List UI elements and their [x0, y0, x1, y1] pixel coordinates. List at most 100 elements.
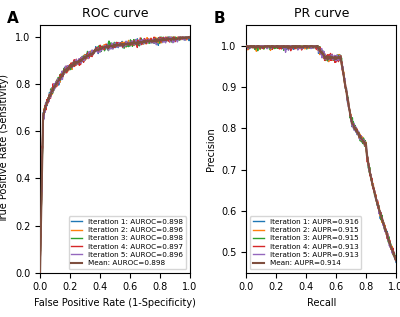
- Iteration 3: AUPR=0.915: (0.312, 1): AUPR=0.915: (0.312, 1): [291, 44, 296, 48]
- Iteration 5: AUROC=0.896: (0.951, 0.99): AUROC=0.896: (0.951, 0.99): [180, 38, 185, 42]
- Line: Iteration 2: AUPR=0.915: Iteration 2: AUPR=0.915: [246, 46, 396, 260]
- Mean: AUPR=0.914: (0.82, 0.706): AUPR=0.914: (0.82, 0.706): [367, 165, 372, 169]
- Mean: AUPR=0.914: (0, 1): AUPR=0.914: (0, 1): [244, 44, 249, 48]
- Iteration 2: AUPR=0.915: (0, 1): AUPR=0.915: (0, 1): [244, 44, 249, 48]
- Iteration 4: AUPR=0.913: (1, 0.482): AUPR=0.913: (1, 0.482): [394, 257, 398, 261]
- Iteration 2: AUPR=0.915: (0.36, 1): AUPR=0.915: (0.36, 1): [298, 44, 303, 48]
- Mean: AUROC=0.898: (1, 1): AUROC=0.898: (1, 1): [187, 35, 192, 39]
- Line: Iteration 5: AUROC=0.896: Iteration 5: AUROC=0.896: [40, 37, 190, 273]
- Iteration 5: AUROC=0.896: (0.628, 0.972): AUROC=0.896: (0.628, 0.972): [132, 42, 136, 46]
- Mean: AUROC=0.898: (0.976, 0.998): AUROC=0.898: (0.976, 0.998): [184, 36, 188, 40]
- Text: A: A: [7, 10, 19, 26]
- Iteration 2: AUPR=0.915: (0.744, 0.786): AUPR=0.915: (0.744, 0.786): [355, 132, 360, 136]
- Legend: Iteration 1: AUPR=0.916, Iteration 2: AUPR=0.915, Iteration 3: AUPR=0.915, Itera: Iteration 1: AUPR=0.916, Iteration 2: AU…: [250, 216, 361, 269]
- Iteration 3: AUROC=0.898: (0.477, 0.961): AUROC=0.898: (0.477, 0.961): [109, 44, 114, 48]
- Iteration 4: AUROC=0.897: (0, 0): AUROC=0.897: (0, 0): [38, 271, 42, 275]
- Iteration 5: AUPR=0.913: (1, 0.483): AUPR=0.913: (1, 0.483): [394, 257, 398, 261]
- Iteration 3: AUPR=0.915: (0.0442, 1): AUPR=0.915: (0.0442, 1): [251, 44, 256, 48]
- Iteration 4: AUROC=0.897: (0.628, 0.984): AUROC=0.897: (0.628, 0.984): [132, 39, 136, 43]
- Iteration 2: AUROC=0.896: (0.951, 0.991): AUROC=0.896: (0.951, 0.991): [180, 37, 185, 41]
- Iteration 1: AUROC=0.898: (0, 0): AUROC=0.898: (0, 0): [38, 271, 42, 275]
- Line: Iteration 4: AUROC=0.897: Iteration 4: AUROC=0.897: [40, 37, 190, 273]
- Mean: AUPR=0.914: (0.595, 0.97): AUPR=0.914: (0.595, 0.97): [333, 56, 338, 60]
- Iteration 4: AUPR=0.913: (0, 1): AUPR=0.913: (0, 1): [244, 44, 249, 48]
- Iteration 4: AUPR=0.913: (0.36, 1): AUPR=0.913: (0.36, 1): [298, 44, 303, 48]
- Line: Iteration 2: AUROC=0.896: Iteration 2: AUROC=0.896: [40, 37, 190, 273]
- Iteration 3: AUROC=0.898: (0.00709, 0.237): AUROC=0.898: (0.00709, 0.237): [39, 215, 44, 219]
- Mean: AUROC=0.898: (0, 0): AUROC=0.898: (0, 0): [38, 271, 42, 275]
- Iteration 1: AUROC=0.898: (0.221, 0.881): AUROC=0.898: (0.221, 0.881): [71, 63, 76, 67]
- Iteration 5: AUPR=0.913: (0.312, 0.998): AUPR=0.913: (0.312, 0.998): [291, 45, 296, 49]
- Iteration 1: AUPR=0.916: (0.101, 1): AUPR=0.916: (0.101, 1): [259, 44, 264, 48]
- Mean: AUROC=0.898: (0.481, 0.963): AUROC=0.898: (0.481, 0.963): [110, 44, 114, 48]
- Iteration 4: AUROC=0.897: (1, 1): AUROC=0.897: (1, 1): [187, 35, 192, 39]
- Iteration 3: AUROC=0.898: (0.628, 0.99): AUROC=0.898: (0.628, 0.99): [132, 38, 136, 42]
- Mean: AUPR=0.914: (1, 0.48): AUPR=0.914: (1, 0.48): [394, 258, 398, 262]
- Iteration 1: AUPR=0.916: (0.925, 0.56): AUPR=0.916: (0.925, 0.56): [382, 226, 387, 230]
- Iteration 5: AUPR=0.913: (0.744, 0.795): AUPR=0.913: (0.744, 0.795): [355, 129, 360, 133]
- X-axis label: False Positive Rate (1-Specificity): False Positive Rate (1-Specificity): [34, 298, 196, 308]
- Iteration 2: AUROC=0.896: (0.121, 0.817): AUROC=0.896: (0.121, 0.817): [56, 78, 60, 82]
- Legend: Iteration 1: AUROC=0.898, Iteration 2: AUROC=0.896, Iteration 3: AUROC=0.898, It: Iteration 1: AUROC=0.898, Iteration 2: A…: [68, 216, 186, 269]
- Line: Mean: AUROC=0.898: Mean: AUROC=0.898: [40, 37, 190, 273]
- Iteration 1: AUPR=0.916: (0.0442, 1): AUPR=0.916: (0.0442, 1): [251, 44, 256, 48]
- Iteration 2: AUPR=0.915: (1, 0.48): AUPR=0.915: (1, 0.48): [394, 258, 398, 262]
- Iteration 5: AUPR=0.913: (0.101, 0.995): AUPR=0.913: (0.101, 0.995): [259, 46, 264, 50]
- Iteration 4: AUPR=0.913: (0.0442, 0.996): AUPR=0.913: (0.0442, 0.996): [251, 46, 256, 49]
- Title: PR curve: PR curve: [294, 7, 349, 20]
- Line: Iteration 1: AUPR=0.916: Iteration 1: AUPR=0.916: [246, 46, 396, 262]
- Iteration 4: AUROC=0.897: (0.951, 0.994): AUROC=0.897: (0.951, 0.994): [180, 36, 185, 40]
- Iteration 3: AUROC=0.898: (0.807, 1): AUROC=0.898: (0.807, 1): [158, 35, 163, 39]
- Iteration 4: AUPR=0.913: (0.312, 1): AUPR=0.913: (0.312, 1): [291, 44, 296, 48]
- Iteration 5: AUROC=0.896: (0.121, 0.824): AUROC=0.896: (0.121, 0.824): [56, 77, 60, 81]
- Iteration 5: AUROC=0.896: (0, 0): AUROC=0.896: (0, 0): [38, 271, 42, 275]
- Iteration 3: AUPR=0.915: (0.744, 0.787): AUPR=0.915: (0.744, 0.787): [355, 132, 360, 135]
- Iteration 3: AUROC=0.898: (0, 0): AUROC=0.898: (0, 0): [38, 271, 42, 275]
- Mean: AUPR=0.914: (0.475, 0.999): AUPR=0.914: (0.475, 0.999): [315, 44, 320, 48]
- Line: Mean: AUPR=0.914: Mean: AUPR=0.914: [246, 46, 396, 260]
- Iteration 1: AUPR=0.916: (0.312, 0.992): AUPR=0.916: (0.312, 0.992): [291, 47, 296, 51]
- Y-axis label: True Positive Rate (Sensitivity): True Positive Rate (Sensitivity): [0, 74, 9, 223]
- Line: Iteration 3: AUPR=0.915: Iteration 3: AUPR=0.915: [246, 46, 396, 260]
- Iteration 1: AUROC=0.898: (1, 1): AUROC=0.898: (1, 1): [187, 35, 192, 39]
- Iteration 5: AUROC=0.896: (1, 1): AUROC=0.896: (1, 1): [187, 35, 192, 39]
- Iteration 1: AUROC=0.898: (0.477, 0.961): AUROC=0.898: (0.477, 0.961): [109, 44, 114, 48]
- Iteration 4: AUROC=0.897: (0.121, 0.807): AUROC=0.897: (0.121, 0.807): [56, 81, 60, 84]
- Iteration 1: AUROC=0.898: (0.951, 0.996): AUROC=0.898: (0.951, 0.996): [180, 36, 185, 40]
- Line: Iteration 4: AUPR=0.913: Iteration 4: AUPR=0.913: [246, 46, 396, 259]
- Iteration 3: AUPR=0.915: (0.101, 1): AUPR=0.915: (0.101, 1): [259, 44, 264, 48]
- Iteration 5: AUROC=0.896: (0.00709, 0.229): AUROC=0.896: (0.00709, 0.229): [39, 217, 44, 221]
- Iteration 1: AUROC=0.898: (0.00709, 0.228): AUROC=0.898: (0.00709, 0.228): [39, 217, 44, 221]
- Iteration 2: AUROC=0.896: (0.628, 0.98): AUROC=0.896: (0.628, 0.98): [132, 40, 136, 44]
- Line: Iteration 5: AUPR=0.913: Iteration 5: AUPR=0.913: [246, 46, 396, 261]
- Y-axis label: Precision: Precision: [206, 127, 216, 171]
- Mean: AUPR=0.914: (0.481, 0.996): AUPR=0.914: (0.481, 0.996): [316, 46, 321, 50]
- Iteration 4: AUROC=0.897: (0.00709, 0.221): AUROC=0.897: (0.00709, 0.221): [39, 219, 44, 223]
- Iteration 2: AUROC=0.896: (0, 0): AUROC=0.896: (0, 0): [38, 271, 42, 275]
- Iteration 2: AUPR=0.915: (0.312, 1): AUPR=0.915: (0.312, 1): [291, 44, 296, 48]
- Iteration 4: AUROC=0.897: (0.477, 0.953): AUROC=0.897: (0.477, 0.953): [109, 46, 114, 50]
- Iteration 3: AUROC=0.898: (0.121, 0.818): AUROC=0.898: (0.121, 0.818): [56, 78, 60, 82]
- Iteration 4: AUROC=0.897: (0.221, 0.887): AUROC=0.897: (0.221, 0.887): [71, 62, 76, 66]
- Iteration 5: AUROC=0.896: (0.873, 1): AUROC=0.896: (0.873, 1): [168, 35, 173, 39]
- Iteration 3: AUPR=0.915: (0, 1): AUPR=0.915: (0, 1): [244, 44, 249, 48]
- Iteration 3: AUPR=0.915: (0.36, 1): AUPR=0.915: (0.36, 1): [298, 44, 303, 48]
- Iteration 3: AUROC=0.898: (1, 1): AUROC=0.898: (1, 1): [187, 35, 192, 39]
- Iteration 1: AUPR=0.916: (0.744, 0.792): AUPR=0.916: (0.744, 0.792): [355, 130, 360, 134]
- Iteration 1: AUPR=0.916: (0, 1): AUPR=0.916: (0, 1): [244, 44, 249, 48]
- Mean: AUROC=0.898: (0.82, 0.986): AUROC=0.898: (0.82, 0.986): [160, 39, 165, 42]
- Iteration 2: AUROC=0.896: (0.00709, 0.231): AUROC=0.896: (0.00709, 0.231): [39, 216, 44, 220]
- Iteration 5: AUPR=0.913: (0, 1): AUPR=0.913: (0, 1): [244, 44, 249, 48]
- X-axis label: Recall: Recall: [306, 298, 336, 308]
- Iteration 5: AUPR=0.913: (0.998, 0.479): AUPR=0.913: (0.998, 0.479): [393, 259, 398, 263]
- Iteration 4: AUPR=0.913: (0.925, 0.557): AUPR=0.913: (0.925, 0.557): [382, 227, 387, 230]
- Mean: AUPR=0.914: (0.541, 0.971): AUPR=0.914: (0.541, 0.971): [325, 56, 330, 60]
- Mean: AUPR=0.914: (0.976, 0.503): AUPR=0.914: (0.976, 0.503): [390, 249, 395, 253]
- Mean: AUROC=0.898: (0.541, 0.968): AUROC=0.898: (0.541, 0.968): [118, 43, 123, 47]
- Iteration 5: AUPR=0.913: (0.0442, 0.996): AUPR=0.913: (0.0442, 0.996): [251, 46, 256, 49]
- Line: Iteration 3: AUROC=0.898: Iteration 3: AUROC=0.898: [40, 37, 190, 273]
- Iteration 2: AUROC=0.896: (0.84, 1): AUROC=0.896: (0.84, 1): [163, 35, 168, 39]
- Iteration 1: AUROC=0.898: (0.628, 0.981): AUROC=0.898: (0.628, 0.981): [132, 40, 136, 43]
- Iteration 3: AUPR=0.915: (1, 0.48): AUPR=0.915: (1, 0.48): [394, 258, 398, 262]
- Iteration 3: AUPR=0.915: (0.925, 0.556): AUPR=0.915: (0.925, 0.556): [382, 227, 387, 231]
